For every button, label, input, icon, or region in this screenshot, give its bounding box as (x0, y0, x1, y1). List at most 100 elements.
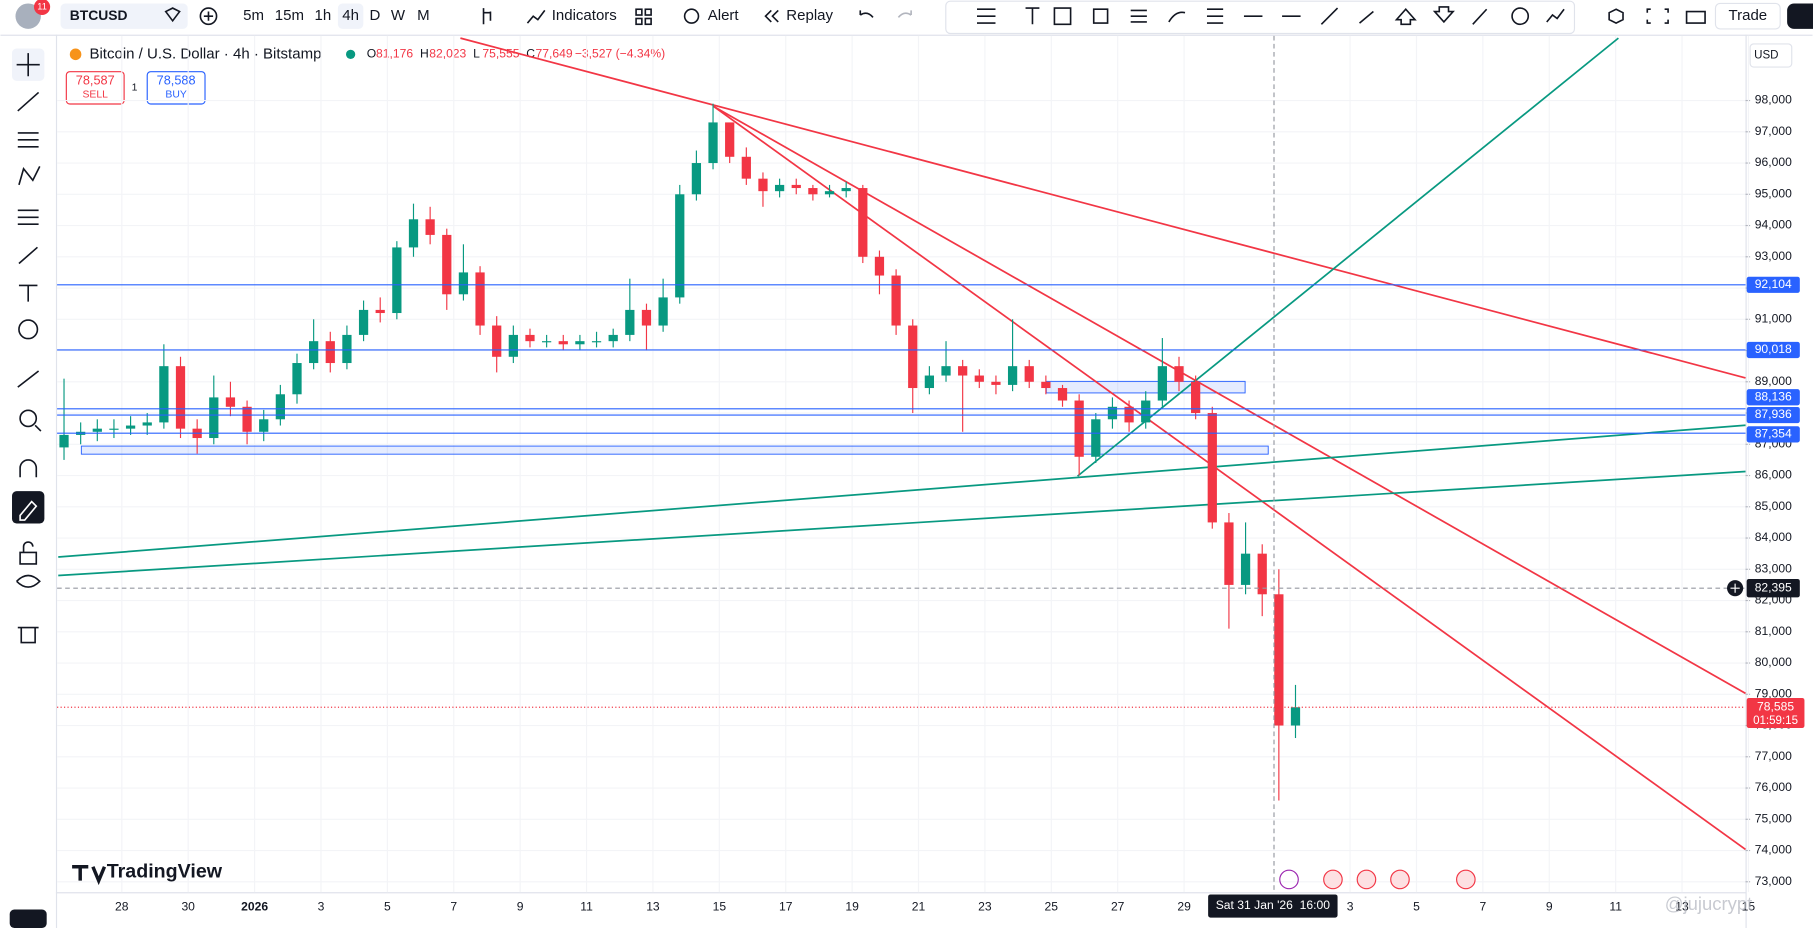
currency-button[interactable] (1749, 43, 1793, 68)
buy-label: BUY (165, 90, 186, 101)
sidebar-tools[interactable] (9, 48, 47, 928)
candle-body (175, 366, 186, 429)
candle-body (242, 406, 252, 432)
candle-body (375, 309, 385, 314)
candle-body (1091, 419, 1101, 457)
candle-body (808, 188, 818, 195)
ohlc-key: C (526, 47, 535, 61)
candle-body (275, 394, 285, 420)
candle-body (575, 341, 585, 345)
badge-count: 11 (37, 1, 47, 11)
currency: USD (1754, 50, 1778, 62)
candle-body (691, 163, 702, 195)
trade-button[interactable] (1714, 2, 1781, 30)
candle-body (741, 156, 751, 179)
undo[interactable] (859, 10, 874, 18)
price-level-tag (1746, 341, 1800, 359)
candle-body (492, 325, 502, 357)
replay-icon (764, 9, 779, 23)
candle-body (259, 419, 269, 432)
price-tick-label: 76,000 (1755, 780, 1792, 794)
add-icon-plus (203, 11, 214, 21)
ohlc-value: 82,023 (429, 47, 466, 61)
candle-body (1041, 381, 1051, 389)
tool-icons[interactable] (976, 6, 1706, 26)
candle-body (658, 297, 668, 326)
candle-body (125, 425, 136, 429)
candle-body (1141, 400, 1151, 423)
interval[interactable]: D (369, 7, 380, 24)
buy-button[interactable] (146, 71, 206, 105)
candle-body (591, 341, 602, 343)
date-tick-label: 5 (384, 899, 391, 913)
candle-body (1290, 707, 1301, 726)
candle-body (625, 309, 635, 335)
overlay: 92,104 90,018 88,136 87,936 87,354 82,395 Sat … (57, 35, 1805, 918)
date-tick-label: 7 (450, 899, 457, 913)
sell-button[interactable] (65, 71, 125, 105)
candle-body (974, 375, 984, 382)
interval-active (337, 3, 364, 29)
candle-body (1057, 388, 1068, 401)
replay[interactable]: Replay (786, 7, 833, 24)
date-tick-label: 17 (779, 899, 793, 913)
event-icons[interactable] (1279, 869, 1476, 890)
plot: 98,00097,00096,00095,00094,00093,00092,0… (57, 35, 1792, 913)
interval[interactable]: W (391, 7, 406, 24)
price-tick-label: 91,000 (1755, 311, 1792, 325)
crosshair-time: Sat 31 Jan '26 16:00 (1216, 898, 1330, 912)
ohlc-key: O (367, 47, 376, 61)
candle-body (1224, 522, 1234, 585)
candle-body (558, 341, 568, 345)
price-tick-label: 89,000 (1755, 374, 1792, 388)
price-tick-label: 77,000 (1755, 749, 1792, 763)
countdown: 01:59:15 (1753, 715, 1798, 727)
candle-body (209, 397, 219, 439)
layout-icon[interactable] (635, 8, 643, 16)
candle-body (1074, 400, 1084, 457)
candle-body (458, 272, 469, 295)
price-tick-label: 75,000 (1755, 811, 1792, 825)
candle-body (292, 363, 302, 395)
candle-body (908, 325, 918, 389)
candle-body (1240, 553, 1251, 585)
add-icon[interactable] (199, 7, 218, 26)
indicators[interactable]: Indicators (552, 7, 617, 24)
redo[interactable] (897, 10, 912, 18)
candle-type-icon[interactable] (482, 8, 492, 25)
price-tick-label: 95,000 (1755, 186, 1792, 200)
alert[interactable]: Alert (708, 7, 740, 24)
candle-body (1107, 406, 1118, 420)
crosshair-add-plus (1730, 583, 1740, 593)
date-tick-label: 27 (1111, 899, 1125, 913)
date-tick-label: 3 (1347, 899, 1354, 913)
candle-body (1007, 366, 1018, 385)
candle-body (841, 188, 851, 192)
intervals: 5m 15m 1h 4h D W M (243, 3, 430, 29)
symbol-search[interactable] (60, 3, 188, 29)
price-level-label: 92,104 (1755, 277, 1792, 291)
trend-line (58, 470, 1746, 577)
trend-line (460, 37, 1746, 379)
zone-box (80, 445, 1269, 455)
legend-title: Bitcoin / U.S. Dollar · 4h · Bitstamp (89, 45, 321, 62)
interval[interactable]: M (417, 7, 430, 24)
publish-button[interactable] (1787, 3, 1813, 29)
interval[interactable]: 5m (243, 7, 264, 24)
candle-body (858, 188, 868, 257)
price-tick-label: 81,000 (1755, 624, 1792, 638)
trade: Trade (1728, 7, 1767, 24)
price-tick-label: 74,000 (1755, 843, 1792, 857)
trend-line (713, 105, 1746, 695)
interval[interactable]: 4h (342, 7, 359, 24)
coin-icon (69, 48, 82, 61)
interval[interactable]: 15m (275, 7, 304, 24)
ohlc-value: 81,176 (376, 47, 413, 61)
buy-price: 78,588 (157, 72, 196, 87)
market-status (346, 49, 356, 59)
layout-icon (644, 17, 652, 26)
interval[interactable]: 1h (315, 7, 332, 24)
price-level-label: 87,354 (1755, 427, 1792, 441)
